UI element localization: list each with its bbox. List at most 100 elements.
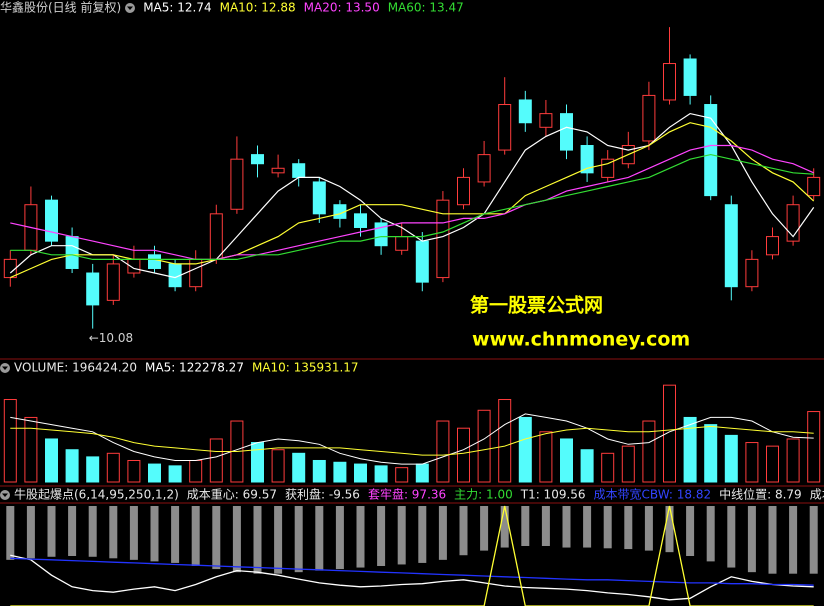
candle-body	[209, 213, 223, 260]
volume-bar	[148, 463, 161, 483]
legend-label: MA10: 12.88	[220, 1, 296, 15]
indicator-bar	[274, 506, 283, 574]
indicator-bar	[6, 506, 15, 560]
candle-body	[724, 204, 738, 288]
candle-body	[498, 104, 512, 151]
indicator-bar	[88, 506, 97, 557]
volume-bar	[251, 442, 264, 483]
volume-bar	[127, 459, 141, 483]
ma-line	[10, 122, 815, 279]
candle-body	[642, 94, 656, 142]
candle-body	[539, 113, 553, 128]
indicator-bar	[686, 506, 695, 556]
legend-label: MA5: 12.74	[143, 1, 211, 15]
volume-ma-line	[10, 413, 814, 465]
volume-ma-line	[10, 425, 814, 456]
menu-icon[interactable]	[125, 3, 135, 13]
volume-bar	[45, 438, 58, 483]
volume-bar	[374, 465, 388, 483]
indicator-bar	[500, 506, 509, 548]
candle-body	[477, 154, 491, 183]
indicator-bar	[68, 506, 77, 556]
indicator-bar	[438, 506, 447, 560]
candle-body	[292, 163, 306, 178]
indicator-readout: 主力: 1.00	[454, 488, 513, 502]
indicator-bar	[706, 506, 715, 562]
volume-bar	[704, 424, 718, 483]
candle-body	[766, 236, 779, 256]
volume-bar	[724, 434, 738, 483]
indicator-bar	[315, 506, 324, 571]
volume-bar	[436, 420, 450, 483]
indicator-bar	[47, 506, 56, 557]
candle-body	[312, 181, 326, 215]
indicator-bar	[459, 506, 468, 556]
volume-bar	[560, 438, 573, 483]
volume-title: VOLUME: 196424.20	[14, 361, 137, 375]
candle-body	[745, 258, 759, 288]
volume-bar	[333, 461, 347, 483]
indicator-readout: 中线位置: 8.79	[719, 487, 802, 502]
volume-bar	[106, 452, 120, 483]
candle-body	[704, 104, 718, 197]
volume-bar	[518, 416, 532, 483]
indicator-bar	[150, 506, 159, 562]
ma-line	[9, 112, 815, 279]
volume-bar	[498, 399, 512, 483]
indicator-bar	[603, 506, 612, 549]
candle-body	[683, 58, 697, 96]
legend-label: MA60: 13.47	[388, 1, 464, 15]
candle-body	[148, 254, 161, 269]
candle-body	[251, 154, 264, 165]
ma-line	[10, 153, 814, 260]
indicator-line	[10, 554, 814, 601]
indicator-bar	[397, 506, 406, 565]
volume-bar	[807, 411, 821, 483]
menu-icon[interactable]	[0, 490, 10, 500]
volume-bar	[786, 438, 800, 483]
volume-bar	[642, 420, 656, 483]
indicator-bar	[541, 506, 550, 546]
indicator-readout: 获利盘: -9.56	[285, 487, 360, 502]
volume-bar	[292, 452, 306, 483]
volume-bar	[663, 384, 676, 483]
indicator-line	[10, 505, 814, 606]
volume-bar	[621, 445, 635, 483]
indicator-readout: 成本重心: 69.57	[187, 488, 277, 502]
volume-bar	[457, 427, 470, 483]
indicator-bar	[294, 506, 303, 573]
watermark: www.chnmoney.com	[472, 329, 690, 351]
candle-body	[45, 199, 58, 242]
volume-bar	[580, 449, 594, 483]
legend-label: MA10: 135931.17	[252, 361, 359, 375]
candle-body	[354, 213, 367, 228]
indicator-bar	[335, 506, 344, 570]
indicator-bar	[789, 506, 798, 574]
indicator-bar	[191, 506, 200, 566]
candle-body	[395, 236, 409, 251]
indicator-bar	[418, 506, 427, 563]
volume-bar	[65, 449, 79, 483]
indicator-readout: T1: 109.56	[520, 488, 586, 502]
indicator-bar	[809, 506, 818, 574]
volume-bar	[477, 409, 491, 483]
indicator-bar	[747, 506, 756, 573]
candle-body	[663, 63, 676, 101]
indicator-bar	[232, 506, 241, 573]
indicator-readout: 套牢盘: 97.36	[368, 487, 446, 502]
candle-body	[518, 99, 532, 124]
candle-body	[457, 176, 470, 206]
volume-bar	[24, 416, 38, 483]
ma-line	[10, 144, 814, 260]
volume-bar	[189, 459, 203, 483]
volume-bar	[683, 416, 697, 483]
candle-body	[65, 236, 79, 269]
indicator-bar	[480, 506, 489, 551]
menu-icon[interactable]	[0, 363, 10, 373]
candle-body	[601, 158, 615, 178]
low-annotation: ←10.08	[89, 331, 133, 345]
indicator-readout: 成本带宽CBW: 18.82	[594, 487, 712, 502]
indicator-bar	[26, 506, 35, 559]
stock-title: 华鑫股份(日线 前复权)	[0, 0, 121, 15]
